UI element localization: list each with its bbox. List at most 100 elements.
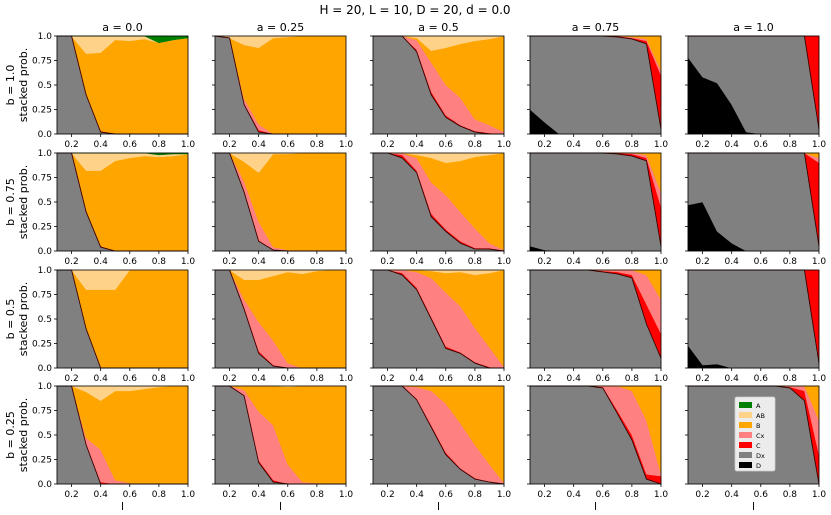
- y-tick-label: 0.5: [38, 198, 52, 208]
- x-tick-label: 0.4: [94, 257, 109, 267]
- x-axis-label: l: [279, 500, 282, 513]
- x-tick-label: 0.4: [252, 257, 267, 267]
- column-title: a = 0.25: [257, 21, 304, 34]
- panel-4-4: 0.2 0.4 0.6 0.8 1.0 l: [527, 385, 669, 513]
- x-tick-label: 0.6: [439, 490, 454, 500]
- y-tick-label: 1.0: [38, 149, 53, 159]
- x-tick-label: 0.2: [222, 490, 236, 500]
- x-tick-label: 0.8: [625, 490, 640, 500]
- panel-1-1: 0.2 0.4 0.6 0.8 1.0 0.0 0.25 0.5 0.75 1.0 a = 0.0 b…: [4, 21, 195, 150]
- panel-3-5: 0.2 0.4 0.6 0.8 1.0: [685, 269, 827, 384]
- x-tick-label: 0.6: [596, 374, 611, 384]
- panel-2-3: 0.2 0.4 0.6 0.8 1.0: [370, 152, 511, 267]
- dx-boundary-line: [373, 152, 505, 252]
- legend-swatch-d: [739, 462, 752, 468]
- x-tick-label: 0.4: [567, 490, 582, 500]
- x-tick-label: 0.8: [625, 257, 640, 267]
- column-title: a = 0.5: [418, 21, 458, 34]
- x-tick-label: 0.6: [596, 257, 611, 267]
- x-tick-label: 0.2: [380, 140, 394, 150]
- x-tick-label: 0.2: [64, 140, 78, 150]
- figure-title: H = 20, L = 10, D = 20, d = 0.0: [319, 3, 510, 17]
- column-title: a = 0.0: [102, 21, 142, 34]
- legend-swatch-ab: [739, 412, 752, 418]
- x-tick-label: 1.0: [654, 490, 669, 500]
- x-tick-label: 1.0: [339, 490, 354, 500]
- area-dx: [687, 269, 820, 369]
- x-tick-label: 1.0: [497, 490, 512, 500]
- area-dx: [529, 35, 662, 135]
- x-tick-label: 0.4: [567, 140, 582, 150]
- y-axis-label: stacked prob.: [17, 48, 30, 123]
- x-tick-label: 0.4: [725, 490, 740, 500]
- legend-label: B: [756, 422, 760, 430]
- y-tick-label: 0.75: [32, 291, 52, 301]
- x-tick-label: 0.6: [123, 140, 138, 150]
- y-tick-label: 0.5: [38, 81, 52, 91]
- y-tick-label: 0.25: [32, 456, 52, 466]
- x-tick-label: 0.4: [252, 490, 267, 500]
- panel-4-3: 0.2 0.4 0.6 0.8 1.0 l: [370, 385, 512, 513]
- y-tick-label: 1.0: [38, 266, 53, 276]
- row-label: b = 0.5: [4, 299, 17, 340]
- legend-swatch-dx: [739, 452, 752, 458]
- panel-2-1: 0.2 0.4 0.6 0.8 1.0 0.0 0.25 0.5 0.75 1.0 b = 0.75…: [4, 149, 195, 267]
- y-tick-label: 1.0: [38, 382, 53, 392]
- x-tick-label: 0.4: [410, 140, 425, 150]
- panel-1-5: 0.2 0.4 0.6 0.8 1.0 a = 1.0: [685, 21, 826, 150]
- x-tick-label: 0.8: [310, 140, 325, 150]
- x-tick-label: 0.8: [310, 490, 325, 500]
- panel-3-4: 0.2 0.4 0.6 0.8 1.0: [527, 269, 668, 384]
- x-tick-label: 0.8: [152, 257, 167, 267]
- x-tick-label: 0.2: [695, 257, 709, 267]
- column-title: a = 1.0: [733, 21, 773, 34]
- panel-4-1: 0.2 0.4 0.6 0.8 1.0 0.0 0.25 0.5 0.75 1.0 l b = 0.2…: [4, 382, 195, 513]
- x-tick-label: 0.8: [468, 140, 483, 150]
- legend-swatch-c: [739, 442, 752, 448]
- x-tick-label: 0.2: [537, 140, 551, 150]
- x-tick-label: 0.4: [567, 257, 582, 267]
- x-tick-label: 0.4: [410, 257, 425, 267]
- x-tick-label: 0.8: [783, 374, 798, 384]
- x-tick-label: 0.2: [537, 490, 551, 500]
- panel-2-2: 0.2 0.4 0.6 0.8 1.0: [212, 152, 353, 267]
- panel-1-3: 0.2 0.4 0.6 0.8 1.0 a = 0.5: [370, 21, 511, 150]
- x-tick-label: 0.8: [152, 490, 167, 500]
- y-tick-label: 0.75: [32, 407, 52, 417]
- row-label: b = 0.75: [4, 178, 17, 226]
- x-tick-label: 1.0: [181, 140, 196, 150]
- panel-2-5: 0.2 0.4 0.6 0.8 1.0: [685, 152, 826, 267]
- x-tick-label: 0.2: [380, 490, 394, 500]
- x-tick-label: 1.0: [339, 140, 354, 150]
- x-tick-label: 0.8: [468, 257, 483, 267]
- x-tick-label: 1.0: [497, 140, 512, 150]
- x-tick-label: 0.2: [222, 374, 236, 384]
- x-axis-label: l: [121, 500, 124, 513]
- panel-4-2: 0.2 0.4 0.6 0.8 1.0 l: [212, 385, 354, 513]
- y-tick-label: 0.0: [38, 364, 53, 374]
- x-tick-label: 0.6: [439, 257, 454, 267]
- x-tick-label: 0.8: [310, 374, 325, 384]
- x-tick-label: 0.4: [725, 257, 740, 267]
- x-tick-label: 0.6: [281, 140, 296, 150]
- x-tick-label: 0.2: [64, 490, 78, 500]
- y-tick-label: 0.0: [38, 247, 53, 257]
- legend-label: C: [756, 442, 761, 450]
- x-tick-label: 1.0: [497, 374, 512, 384]
- x-tick-label: 0.6: [754, 140, 769, 150]
- x-tick-label: 1.0: [812, 374, 827, 384]
- x-axis-label: l: [437, 500, 440, 513]
- dx-boundary-line: [373, 269, 504, 369]
- y-axis-label: stacked prob.: [17, 398, 30, 473]
- x-tick-label: 0.6: [123, 490, 138, 500]
- x-tick-label: 0.4: [567, 374, 582, 384]
- x-tick-label: 1.0: [812, 490, 827, 500]
- y-tick-label: 0.0: [38, 480, 53, 490]
- x-tick-label: 0.2: [64, 374, 78, 384]
- y-tick-label: 0.25: [32, 340, 52, 350]
- x-tick-label: 0.6: [754, 257, 769, 267]
- x-tick-label: 0.8: [783, 140, 798, 150]
- x-tick-label: 0.4: [94, 140, 109, 150]
- y-tick-label: 0.25: [32, 223, 52, 233]
- x-tick-label: 0.8: [783, 490, 798, 500]
